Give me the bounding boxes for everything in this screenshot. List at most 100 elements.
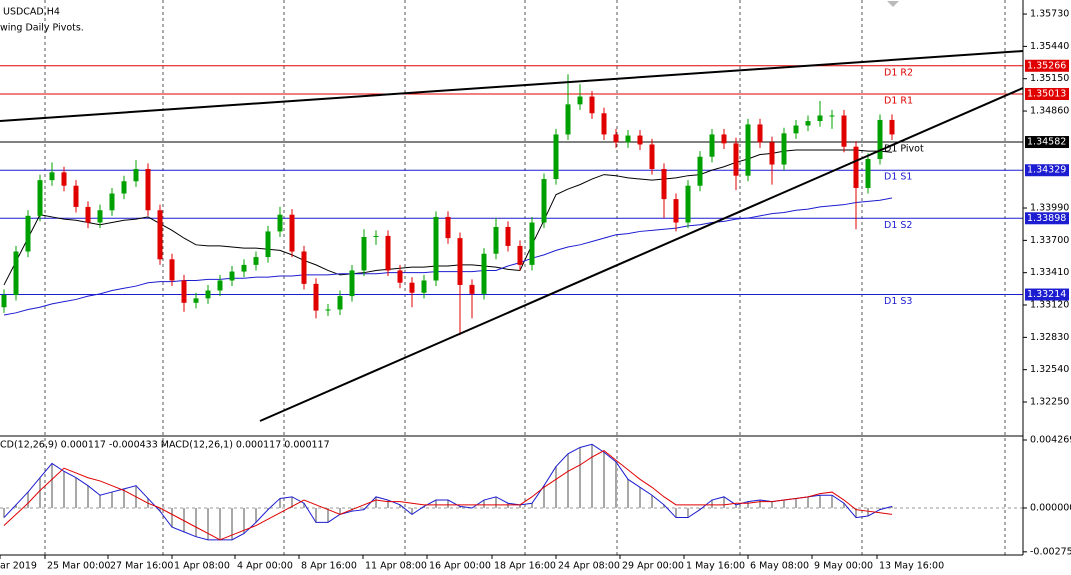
x-tick-label: 1 Apr 08:00 xyxy=(174,561,230,572)
candle-body xyxy=(637,135,643,145)
candle-body xyxy=(121,181,127,194)
candle-body xyxy=(865,158,871,188)
y-tick-label: 1.32830 xyxy=(1030,332,1069,343)
candle-body xyxy=(481,253,487,294)
candle-body xyxy=(577,96,583,105)
x-tick-label: 24 Apr 08:00 xyxy=(558,561,620,572)
candle-body xyxy=(277,214,283,232)
candle-body xyxy=(1,294,7,308)
level-box xyxy=(1025,288,1069,301)
candle-body xyxy=(229,271,235,281)
y-tick-label: 1.32540 xyxy=(1030,364,1069,375)
candle-body xyxy=(781,133,787,165)
candle-body xyxy=(217,280,223,291)
candle-body xyxy=(301,251,307,284)
x-tick-label: 1 May 16:00 xyxy=(686,561,745,572)
x-tick-label: 8 Apr 16:00 xyxy=(301,561,357,572)
x-tick-label: 13 May 16:00 xyxy=(879,561,944,572)
candle-body xyxy=(601,113,607,135)
candle-body xyxy=(829,115,835,117)
x-tick-label: 9 May 00:00 xyxy=(814,561,873,572)
candle-body xyxy=(469,284,475,294)
macd-line xyxy=(3,443,893,541)
candle-body xyxy=(613,134,619,143)
level-value: 1.35013 xyxy=(1027,88,1066,99)
candle-body xyxy=(505,226,511,246)
level-value: 1.34329 xyxy=(1027,165,1066,176)
candle-body xyxy=(721,134,727,144)
candle-body xyxy=(181,280,187,303)
candle-body xyxy=(877,119,883,159)
candle-body xyxy=(205,290,211,299)
level-name: D1 R2 xyxy=(884,67,913,78)
candle-body xyxy=(589,96,595,114)
candle-body xyxy=(673,199,679,223)
candle-body xyxy=(745,124,751,176)
level-value: 1.33214 xyxy=(1027,289,1066,300)
candle-body xyxy=(169,259,175,281)
candle-body xyxy=(757,124,763,143)
candle-body xyxy=(625,135,631,143)
level-name: D1 S3 xyxy=(884,296,912,307)
candle-body xyxy=(697,156,703,186)
pivot-levels: D1 R2 D1 R1 D1 Pivot D1 S1 D1 S2 D1 S3 xyxy=(0,65,1023,307)
candle-body xyxy=(457,238,463,285)
y-tick-label: 0.000000 xyxy=(1030,503,1071,514)
indicator-label: wing Daily Pivots. xyxy=(0,23,84,34)
y-tick-label: 1.33990 xyxy=(1030,203,1069,214)
y-tick-label: 1.32250 xyxy=(1030,397,1069,408)
level-name: D1 R1 xyxy=(884,95,913,106)
level-name: D1 Pivot xyxy=(884,144,924,155)
candle-body xyxy=(13,251,19,295)
candle-body xyxy=(793,125,799,134)
candle-body xyxy=(49,172,55,181)
x-tick-label: 16 Apr 00:00 xyxy=(429,561,491,572)
candle-body xyxy=(85,206,91,223)
candle-body xyxy=(493,226,499,254)
y-tick-label: -0.002751 xyxy=(1030,546,1071,557)
level-box xyxy=(1025,164,1069,177)
x-tick-label: ar 2019 xyxy=(0,561,37,572)
level-box xyxy=(1025,136,1069,149)
level-name: D1 S2 xyxy=(884,220,912,231)
candle-body xyxy=(709,134,715,157)
candle-body xyxy=(109,193,115,211)
x-tick-label: 27 Mar 16:00 xyxy=(110,561,173,572)
candle-body xyxy=(553,134,559,180)
candle-body xyxy=(349,270,355,297)
x-tick-label: 11 Apr 08:00 xyxy=(365,561,427,572)
x-tick-label: 6 May 08:00 xyxy=(750,561,809,572)
x-tick-label: 25 Mar 00:00 xyxy=(47,561,110,572)
level-box xyxy=(1025,212,1069,225)
candle-body xyxy=(313,283,319,311)
moving-average xyxy=(3,197,893,316)
candle-body xyxy=(649,144,655,170)
level-value: 1.35266 xyxy=(1027,60,1066,71)
candle-body xyxy=(97,210,103,223)
y-tick-label: 1.35730 xyxy=(1030,9,1069,20)
y-tick-label: 1.35150 xyxy=(1030,73,1069,84)
trend-line xyxy=(0,50,1024,122)
macd-line xyxy=(3,450,893,541)
candle-body xyxy=(517,245,523,265)
candle-body xyxy=(361,237,367,271)
candle-body xyxy=(253,257,259,265)
candle-body xyxy=(841,115,847,147)
candle-body xyxy=(541,179,547,223)
candle-body xyxy=(769,142,775,165)
candle-body xyxy=(421,280,427,293)
candle-body xyxy=(661,169,667,200)
symbol-label: USDCAD,H4 xyxy=(3,7,60,18)
candle-body xyxy=(565,104,571,135)
candle-body xyxy=(805,121,811,126)
candle-body xyxy=(145,169,151,211)
level-value: 1.34582 xyxy=(1027,137,1066,148)
candle-body xyxy=(133,169,139,182)
trend-line xyxy=(259,87,1024,422)
candle-body xyxy=(325,309,331,311)
candle-body xyxy=(193,298,199,303)
x-tick-label: 18 Apr 16:00 xyxy=(494,561,556,572)
candle-body xyxy=(397,270,403,283)
